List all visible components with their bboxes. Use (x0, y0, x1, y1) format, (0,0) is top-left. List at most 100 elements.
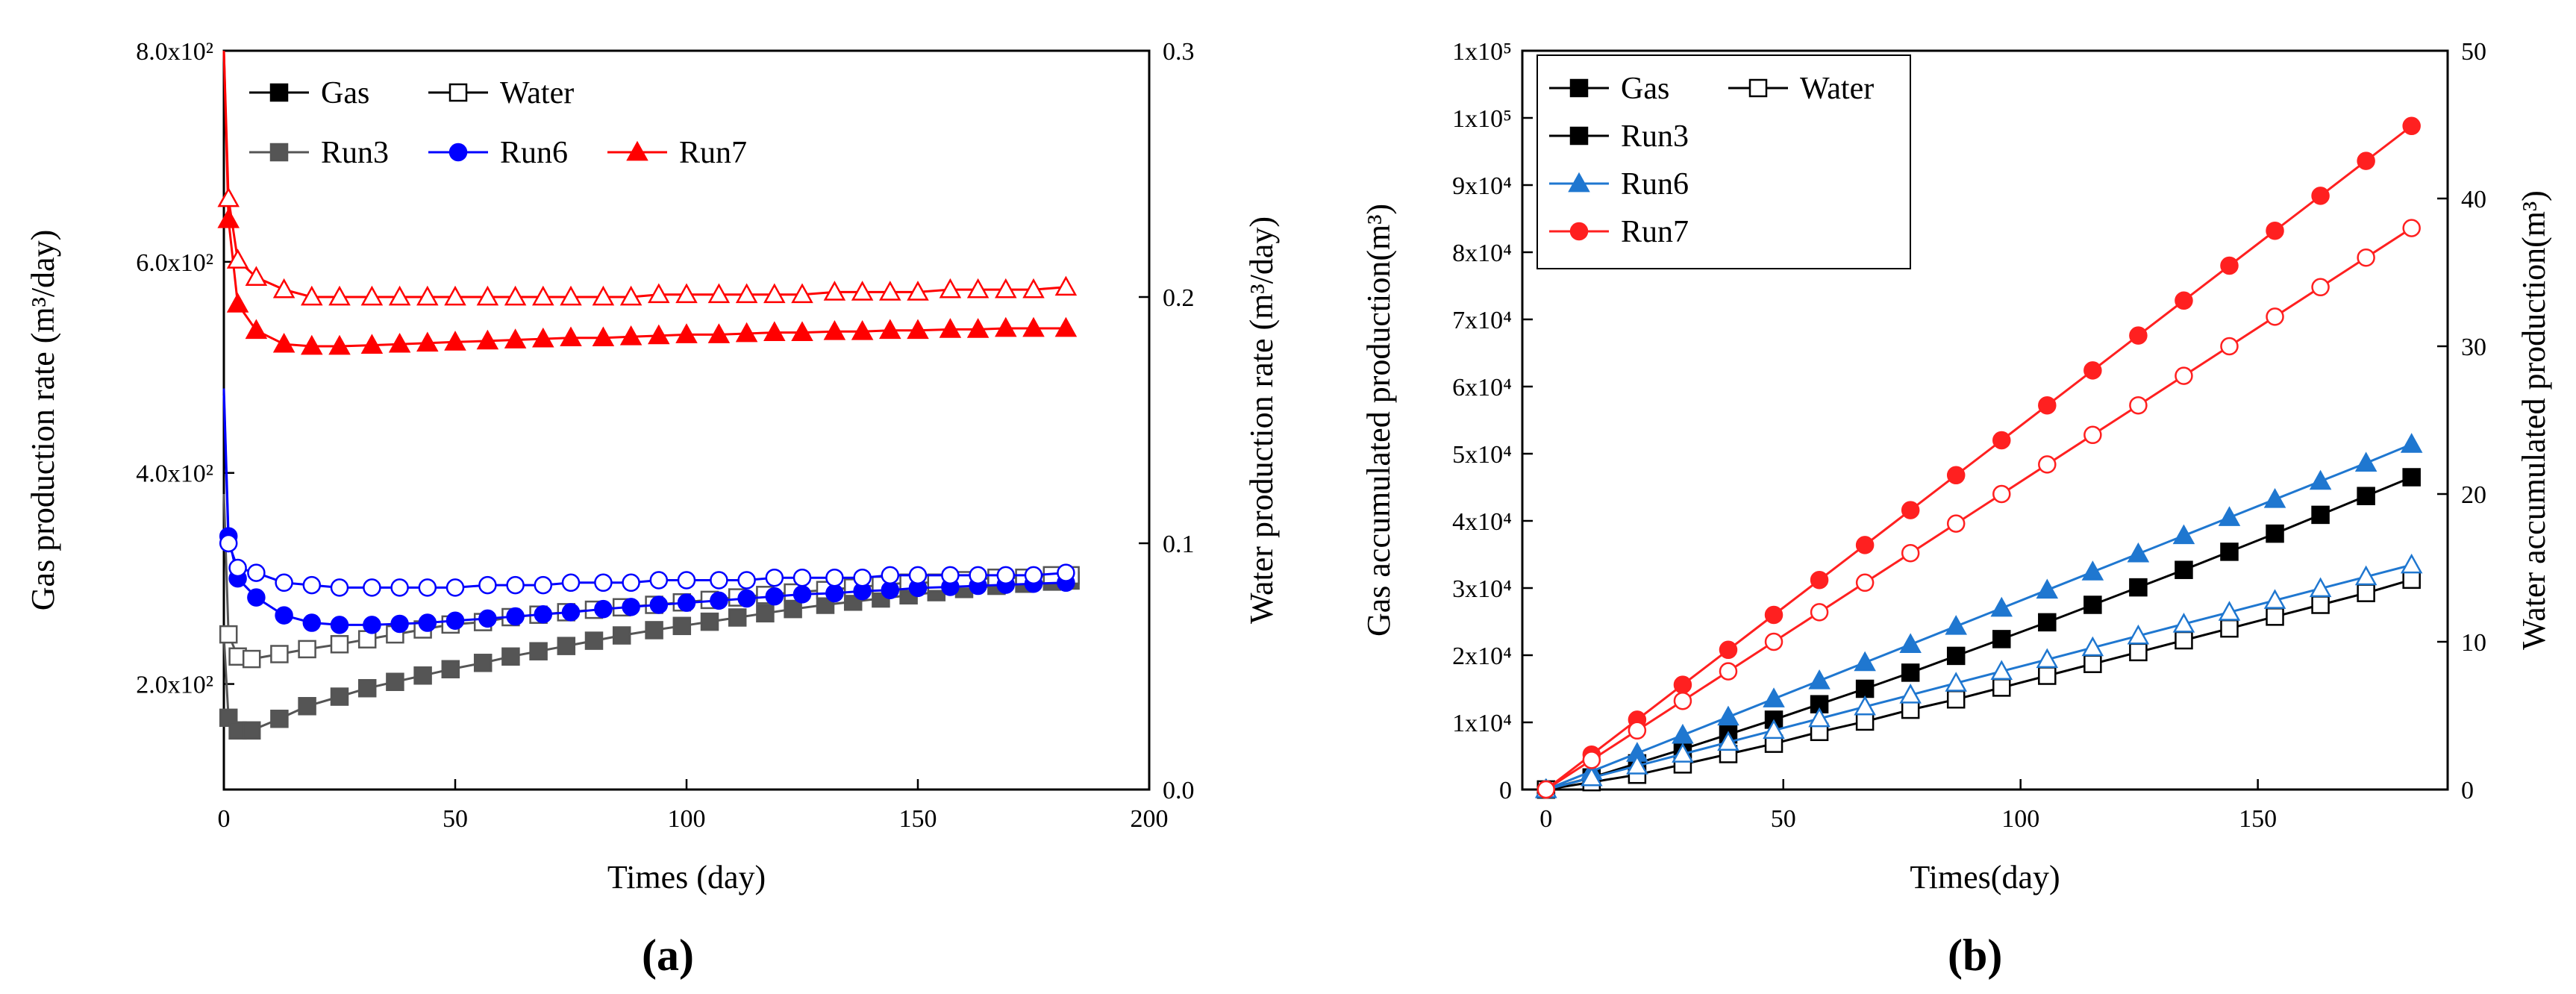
y-tick-label: 8x10⁴ (1452, 240, 1512, 267)
data-point (2309, 577, 2332, 598)
data-point (1946, 466, 1966, 485)
legend-label: Run3 (321, 136, 389, 170)
data-point (473, 654, 493, 672)
legend-marker (1569, 78, 1589, 98)
data-point (357, 678, 377, 698)
data-point (446, 611, 465, 630)
data-point (1945, 615, 1967, 635)
data-point (2172, 613, 2195, 633)
x-tick-label: 0 (1539, 805, 1552, 833)
data-point (735, 283, 758, 304)
plot-area-b (1521, 49, 2449, 791)
a-legend: Gas Water Run3 Run6 Run7 (237, 60, 849, 187)
data-point (242, 649, 261, 669)
legend-marker (269, 83, 289, 102)
data-point (1764, 632, 1783, 651)
data-point (2357, 584, 2375, 602)
data-point (823, 319, 846, 340)
data-point (825, 584, 844, 603)
data-point (330, 687, 349, 706)
data-point (1855, 536, 1875, 554)
data-point (907, 281, 929, 301)
data-point (360, 285, 384, 306)
data-point (504, 328, 527, 348)
y2-tick-label: 0.3 (1163, 38, 1195, 66)
data-point (2220, 619, 2239, 638)
data-point (1719, 662, 1738, 681)
data-point (649, 596, 669, 614)
data-point (2081, 636, 2104, 657)
data-point (1899, 633, 1922, 653)
data-point (851, 319, 874, 340)
data-point (2127, 624, 2150, 645)
data-point (532, 285, 554, 306)
x-tick-label: 100 (2001, 805, 2039, 833)
y-tick-label: 7x10⁴ (1452, 307, 1512, 334)
data-point (1992, 431, 2011, 450)
data-point (504, 285, 527, 306)
data-point (649, 571, 669, 590)
y-tick-label: 1x10⁵ (1452, 38, 1512, 66)
panel-b: 0 50 100 15001x10⁴2x10⁴3x10⁴4x10⁴5x10⁴6x10⁴… (1360, 38, 2552, 980)
data-point (2266, 607, 2284, 626)
data-point (2400, 433, 2423, 453)
data-point (765, 568, 784, 587)
data-point (328, 334, 351, 355)
data-point (476, 329, 499, 350)
data-point (534, 604, 553, 624)
legend-label: Run6 (500, 136, 568, 170)
data-point (2036, 578, 2059, 599)
data-point (1990, 660, 2013, 680)
data-point (1717, 731, 1739, 751)
y2-tick-label: 10 (2461, 629, 2486, 657)
data-point (2311, 505, 2330, 525)
data-point (1763, 719, 1785, 740)
y2-tick-label: 20 (2461, 481, 2486, 509)
data-point (226, 248, 249, 269)
panel-label-a: (a) (642, 931, 694, 980)
y2-tick-label: 0.1 (1163, 531, 1195, 558)
data-point (2263, 487, 2286, 508)
data-point (444, 331, 466, 351)
a-y2-axis-label: Water production rate (m³/day) (1243, 216, 1280, 624)
data-point (1719, 640, 1738, 660)
data-point (2309, 469, 2332, 490)
b-series-group (1535, 116, 2423, 799)
data-point (612, 626, 631, 645)
data-point (302, 613, 322, 632)
data-point (1855, 573, 1875, 593)
data-point (2400, 553, 2423, 574)
data-point (2220, 337, 2239, 356)
data-point (441, 660, 460, 679)
y-tick-label: 8.0x10² (136, 38, 213, 66)
data-point (1022, 316, 1045, 337)
data-point (228, 558, 247, 578)
data-point (2038, 666, 2057, 685)
data-point (881, 566, 900, 585)
data-point (584, 631, 604, 650)
data-point (1855, 679, 1875, 698)
data-point (245, 266, 268, 286)
data-point (560, 285, 582, 306)
data-point (2357, 487, 2375, 505)
data-point (677, 571, 696, 590)
b-y-axis-label: Gas accumulated production(m³) (1360, 204, 1397, 637)
data-point (534, 575, 553, 595)
data-point (823, 281, 846, 301)
data-point (2266, 307, 2284, 326)
data-point (2129, 578, 2148, 597)
legend-label: Run7 (1621, 215, 1689, 249)
legend-marker (448, 143, 468, 162)
data-point (363, 616, 381, 634)
data-point (622, 598, 640, 616)
legend-marker (1568, 172, 1590, 193)
data-point (996, 566, 1016, 585)
data-point (648, 324, 670, 345)
data-point (413, 666, 432, 685)
data-point (592, 285, 615, 306)
data-point (1808, 707, 1831, 728)
data-point (1810, 570, 1829, 590)
data-point (272, 278, 296, 298)
y2-tick-label: 0 (2461, 777, 2474, 804)
panel-a: 0 50 100 150 200 2.0x10² 4.0x10² 6.0x10² 8.0x10²… (25, 38, 1280, 980)
